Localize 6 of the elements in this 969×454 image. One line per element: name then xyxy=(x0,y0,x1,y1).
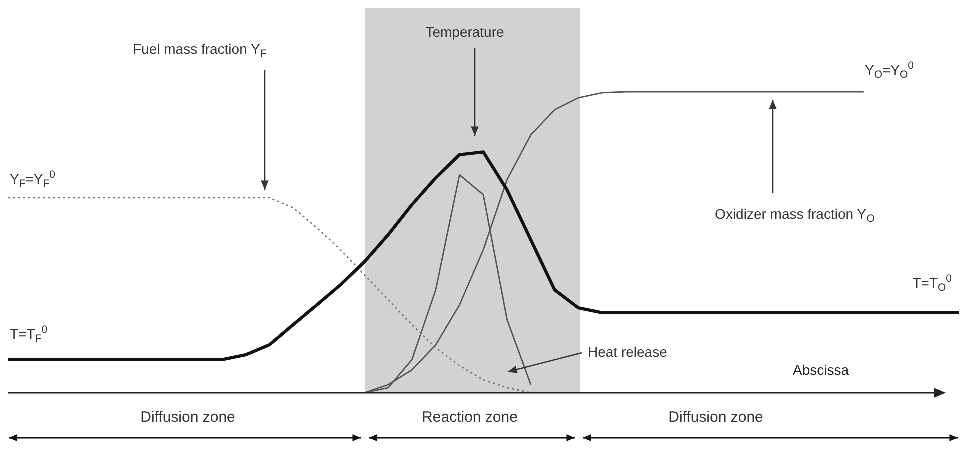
annotation: Heat release xyxy=(588,344,668,360)
text: Reaction zone xyxy=(422,409,518,426)
text: Diffusion zone xyxy=(140,409,236,426)
text: Diffusion zone xyxy=(668,409,764,426)
text: Temperature xyxy=(426,24,505,40)
x-axis-title: Abscissa xyxy=(793,362,850,378)
